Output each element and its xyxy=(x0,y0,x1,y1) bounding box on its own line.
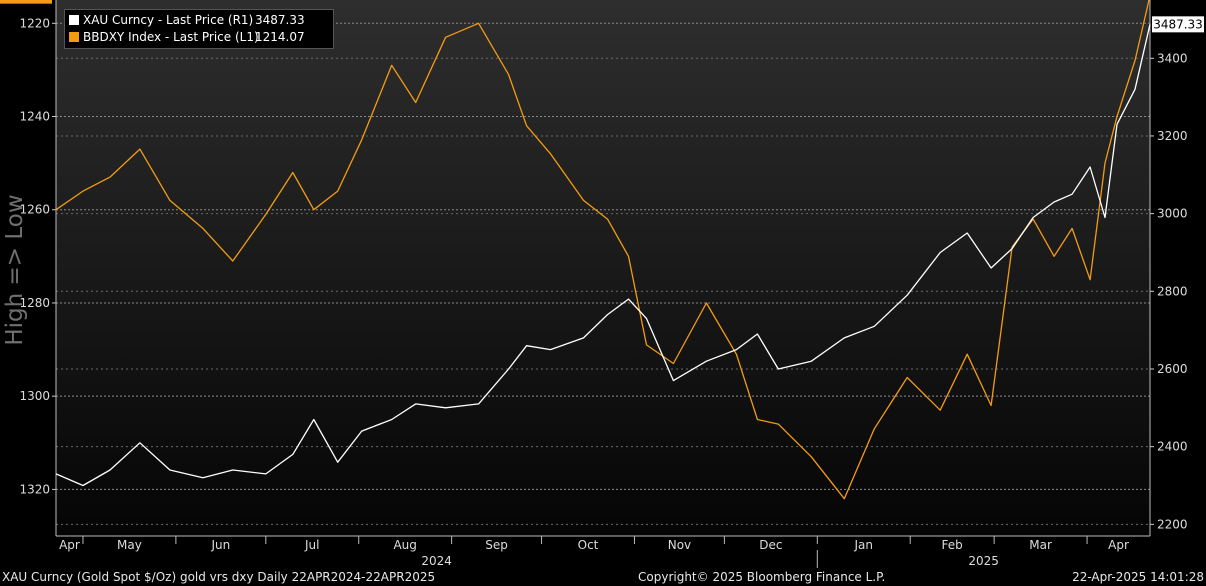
legend: XAU Curncy - Last Price (R1) 3487.33 BBDX… xyxy=(64,9,334,49)
month-label: Nov xyxy=(668,538,691,552)
right-last-value-tag xyxy=(1152,16,1204,33)
month-label: Dec xyxy=(759,538,782,552)
right-last-value-text: 3487.33 xyxy=(1153,17,1203,31)
right-tick-label: 2600 xyxy=(1157,362,1188,376)
month-label: Sep xyxy=(485,538,508,552)
footer-copyright: Copyright© 2025 Bloomberg Finance L.P. xyxy=(638,570,886,584)
legend-label-xau: XAU Curncy - Last Price (R1) xyxy=(83,13,254,27)
series-layer xyxy=(55,0,1151,500)
legend-swatch-xau xyxy=(69,15,79,25)
left-axis-label: High => Low xyxy=(2,194,28,346)
last-value-tags: 1214.07 3487.33 xyxy=(0,0,1204,33)
plot-background xyxy=(56,0,1150,536)
right-tick-label: 3400 xyxy=(1157,51,1188,65)
month-label: Apr xyxy=(1108,538,1129,552)
left-last-value-text: 1214.07 xyxy=(1,0,51,3)
month-label: Apr xyxy=(59,538,80,552)
month-label: Jun xyxy=(210,538,230,552)
month-label: Mar xyxy=(1029,538,1052,552)
year-label-2025: 2025 xyxy=(968,554,999,568)
right-tick-label: 2800 xyxy=(1157,284,1188,298)
grid-lines xyxy=(56,22,1150,525)
left-tick-label: 1260 xyxy=(19,203,50,217)
left-last-value-tag xyxy=(0,0,52,4)
footer-description: XAU Curncy (Gold Spot $/Oz) gold vrs dxy… xyxy=(2,570,436,584)
month-label: Oct xyxy=(578,538,599,552)
legend-label-bbdxy: BBDXY Index - Last Price (L1) xyxy=(83,30,259,44)
month-label: Jul xyxy=(304,538,319,552)
legend-item-bbdxy: BBDXY Index - Last Price (L1) 1214.07 xyxy=(69,29,305,45)
month-label: Feb xyxy=(942,538,963,552)
left-tick-label: 1280 xyxy=(19,296,50,310)
legend-value-bbdxy: 1214.07 xyxy=(255,30,305,44)
right-tick-label: 3000 xyxy=(1157,207,1188,221)
legend-item-xau: XAU Curncy - Last Price (R1) 3487.33 xyxy=(69,12,305,28)
year-label-2024: 2024 xyxy=(421,554,452,568)
legend-swatch-bbdxy xyxy=(69,32,79,42)
left-tick-label: 1300 xyxy=(19,389,50,403)
right-tick-label: 2400 xyxy=(1157,440,1188,454)
left-tick-label: 1240 xyxy=(19,110,50,124)
series-line-xau xyxy=(55,24,1151,487)
right-tick-label: 2200 xyxy=(1157,517,1188,531)
footer-timestamp: 22-Apr-2025 14:01:28 xyxy=(1072,570,1204,584)
month-label: Aug xyxy=(393,538,416,552)
right-tick-label: 3200 xyxy=(1157,129,1188,143)
axes: 1220 1240 1260 1280 1300 1320 2200 2400 2600 2800… xyxy=(19,0,1188,568)
legend-value-xau: 3487.33 xyxy=(255,13,305,27)
left-tick-label: 1320 xyxy=(19,482,50,496)
month-label: May xyxy=(117,538,142,552)
month-label: Jan xyxy=(854,538,874,552)
left-tick-label: 1220 xyxy=(19,16,50,30)
